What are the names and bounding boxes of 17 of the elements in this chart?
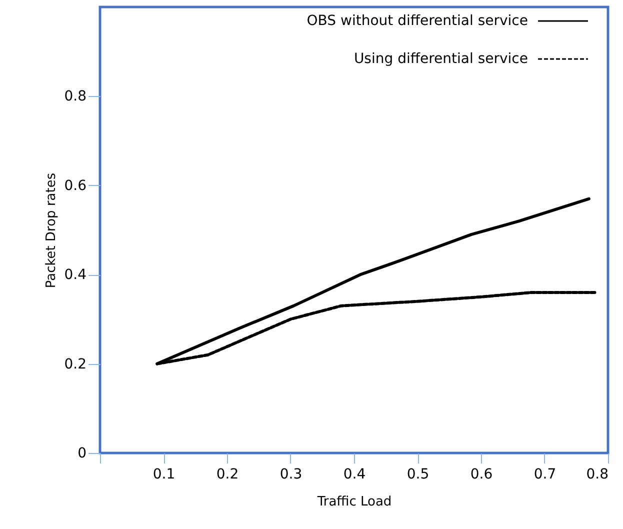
y-tick-label: 0.6 [64, 178, 87, 194]
legend-label: Using differential service [354, 51, 528, 67]
x-tick-label: 0.6 [470, 466, 493, 482]
y-tick-label: 0.2 [64, 356, 86, 372]
x-tick-label: 0.7 [534, 466, 556, 482]
y-axis-title: Packet Drop rates [44, 172, 60, 288]
y-tick-label: 0.4 [64, 267, 87, 284]
y-tick-label: 0.8 [64, 88, 86, 105]
x-tick-label: 0.8 [586, 466, 608, 482]
x-tick-label: 0.2 [216, 466, 239, 482]
x-tick-label: 0.3 [280, 466, 302, 482]
x-tick-label: 0.5 [406, 466, 430, 482]
x-tick-label: 0.1 [152, 466, 176, 482]
legend-label: OBS without differential service [306, 13, 528, 29]
y-tick-label: 0 [78, 446, 86, 462]
x-axis-title: Traffic Load [316, 494, 392, 510]
x-tick-label: 0.4 [343, 466, 366, 482]
